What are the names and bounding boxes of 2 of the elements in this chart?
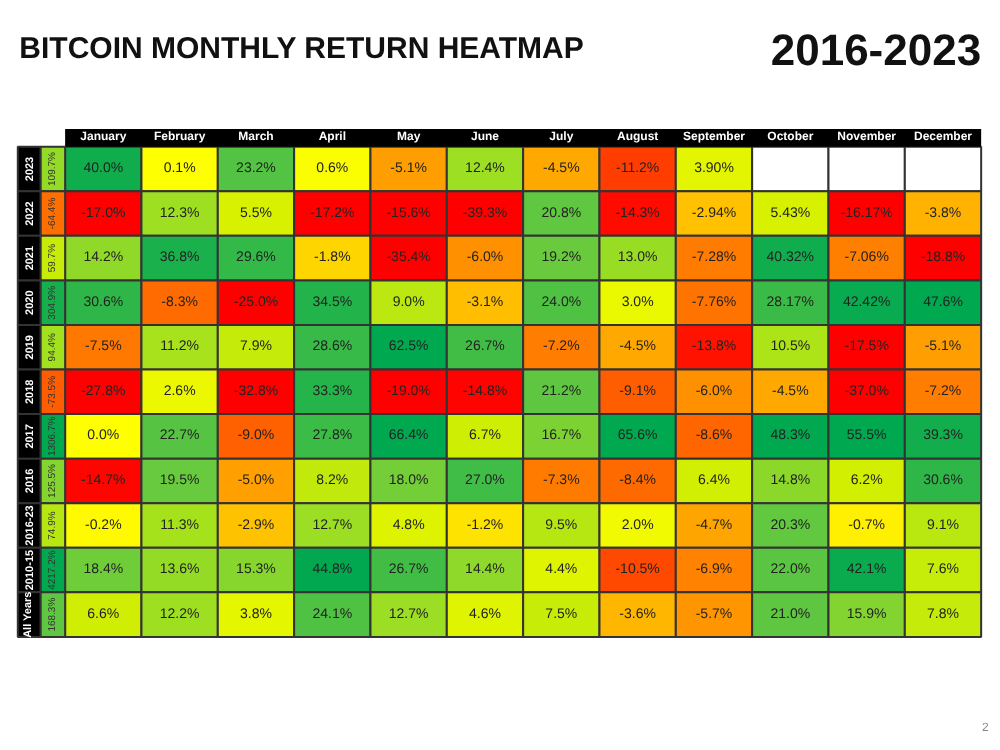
chart-subtitle: 2016-2023 [770,24,982,75]
chart-title: BITCOIN MONTHLY RETURN HEATMAP [19,31,584,66]
